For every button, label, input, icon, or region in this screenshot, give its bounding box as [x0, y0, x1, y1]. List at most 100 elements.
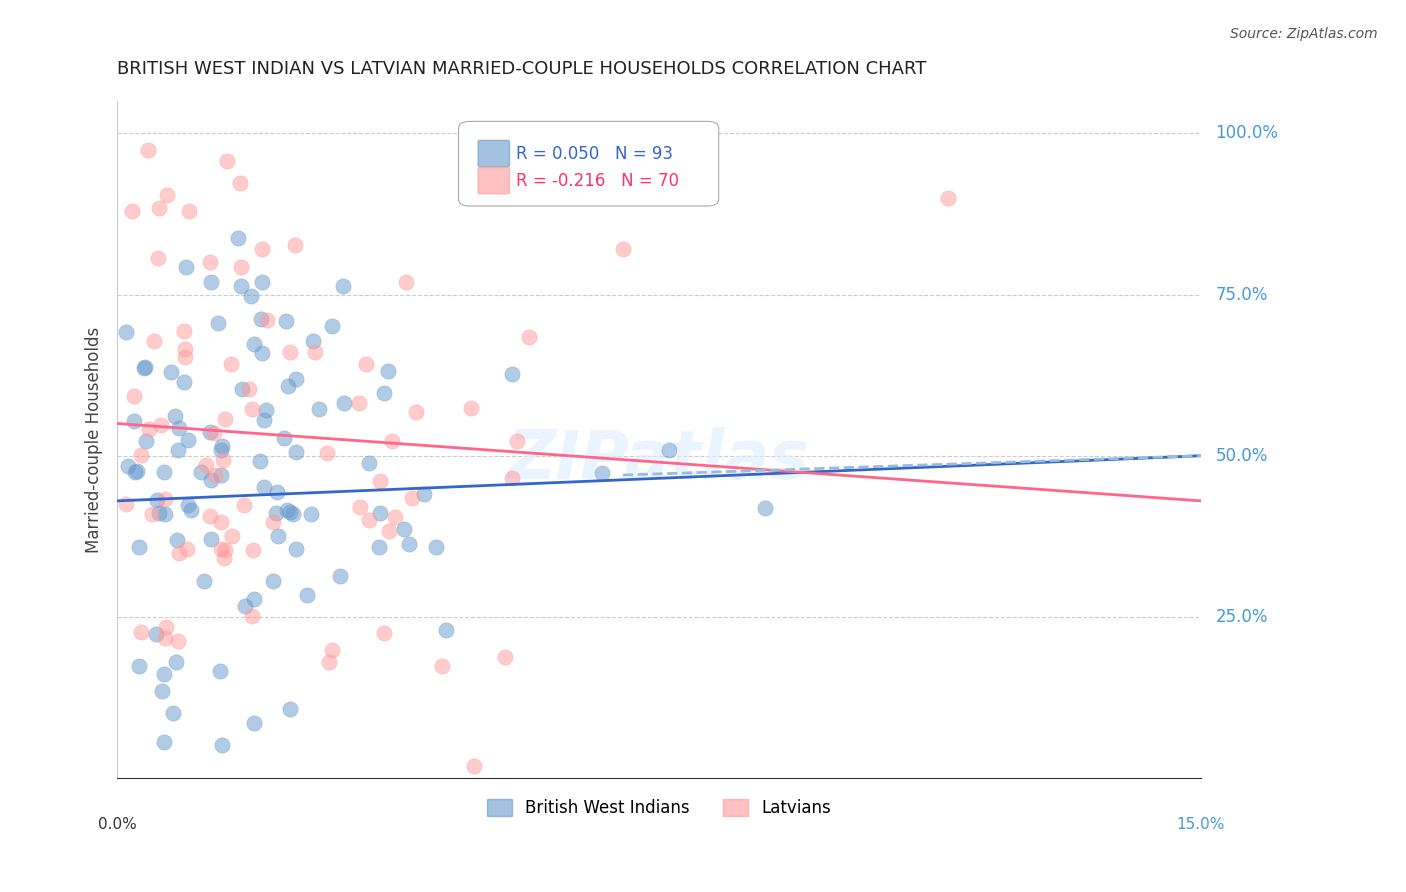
Point — [174, 351, 197, 365]
Point — [278, 505, 301, 519]
Point — [229, 176, 252, 190]
Point — [250, 243, 273, 257]
Point — [176, 541, 198, 556]
Point — [384, 510, 406, 524]
Point — [299, 507, 322, 521]
Point — [398, 536, 420, 550]
Point — [357, 513, 380, 527]
Point — [143, 334, 166, 348]
FancyBboxPatch shape — [458, 121, 718, 206]
Point — [219, 357, 242, 371]
Point — [381, 434, 404, 448]
Point — [373, 386, 395, 401]
Point — [204, 467, 226, 482]
Point — [169, 546, 191, 560]
Point — [242, 337, 264, 351]
Point — [359, 456, 381, 470]
Point — [273, 431, 295, 445]
Point — [252, 346, 274, 360]
Point — [146, 251, 169, 265]
Text: Source: ZipAtlas.com: Source: ZipAtlas.com — [1230, 27, 1378, 41]
Point — [198, 509, 221, 524]
Text: ZIPatlas: ZIPatlas — [508, 427, 810, 493]
Y-axis label: Married-couple Households: Married-couple Households — [86, 326, 103, 553]
Point — [519, 330, 541, 344]
Point — [494, 650, 516, 665]
Point — [169, 421, 191, 435]
Point — [936, 191, 959, 205]
Point — [231, 383, 253, 397]
Point — [368, 474, 391, 488]
Point — [132, 360, 155, 375]
Point — [141, 507, 163, 521]
Point — [267, 529, 290, 543]
Point — [153, 667, 176, 681]
Point — [284, 237, 307, 252]
Point — [266, 485, 288, 500]
FancyBboxPatch shape — [478, 140, 509, 167]
Point — [401, 491, 423, 505]
Point — [190, 781, 212, 796]
Point — [200, 255, 222, 269]
Point — [209, 541, 232, 556]
Point — [212, 453, 235, 467]
Point — [262, 574, 284, 589]
Point — [124, 389, 146, 403]
Legend: British West Indians, Latvians: British West Indians, Latvians — [481, 792, 838, 824]
Point — [221, 529, 243, 543]
Point — [240, 609, 263, 624]
Point — [153, 492, 176, 507]
Point — [368, 506, 391, 520]
Point — [145, 626, 167, 640]
Point — [160, 365, 183, 379]
Point — [284, 445, 307, 459]
Point — [242, 542, 264, 557]
Point — [179, 203, 201, 218]
Point — [231, 279, 253, 293]
Point — [243, 592, 266, 607]
Point — [318, 656, 340, 670]
Point — [278, 702, 301, 716]
Point — [304, 345, 326, 359]
Point — [207, 316, 229, 330]
Point — [463, 759, 485, 773]
Point — [254, 402, 277, 417]
Point — [658, 442, 681, 457]
Point — [135, 434, 157, 448]
Point — [264, 506, 287, 520]
Point — [193, 574, 215, 588]
Point — [124, 466, 146, 480]
Text: 15.0%: 15.0% — [1177, 817, 1225, 832]
Point — [190, 465, 212, 479]
Point — [321, 643, 343, 657]
Point — [612, 243, 634, 257]
Point — [413, 486, 436, 500]
Point — [128, 540, 150, 554]
Point — [145, 492, 167, 507]
Point — [211, 442, 233, 457]
Point — [332, 396, 354, 410]
Point — [308, 401, 330, 416]
Point — [262, 515, 284, 529]
Point — [392, 522, 415, 536]
Point — [329, 569, 352, 583]
Point — [214, 412, 236, 426]
Point — [148, 506, 170, 520]
Point — [155, 508, 177, 522]
Point — [166, 443, 188, 458]
Point — [200, 473, 222, 487]
Point — [124, 414, 146, 428]
Point — [302, 334, 325, 348]
Point — [202, 425, 225, 440]
Point — [212, 550, 235, 565]
Point — [274, 314, 297, 328]
Point — [150, 684, 173, 698]
Point — [460, 401, 482, 415]
Point — [115, 325, 138, 339]
Point — [167, 633, 190, 648]
Point — [148, 201, 170, 215]
Point — [232, 498, 254, 512]
Point — [166, 533, 188, 548]
Point — [347, 396, 370, 410]
Point — [165, 409, 187, 423]
